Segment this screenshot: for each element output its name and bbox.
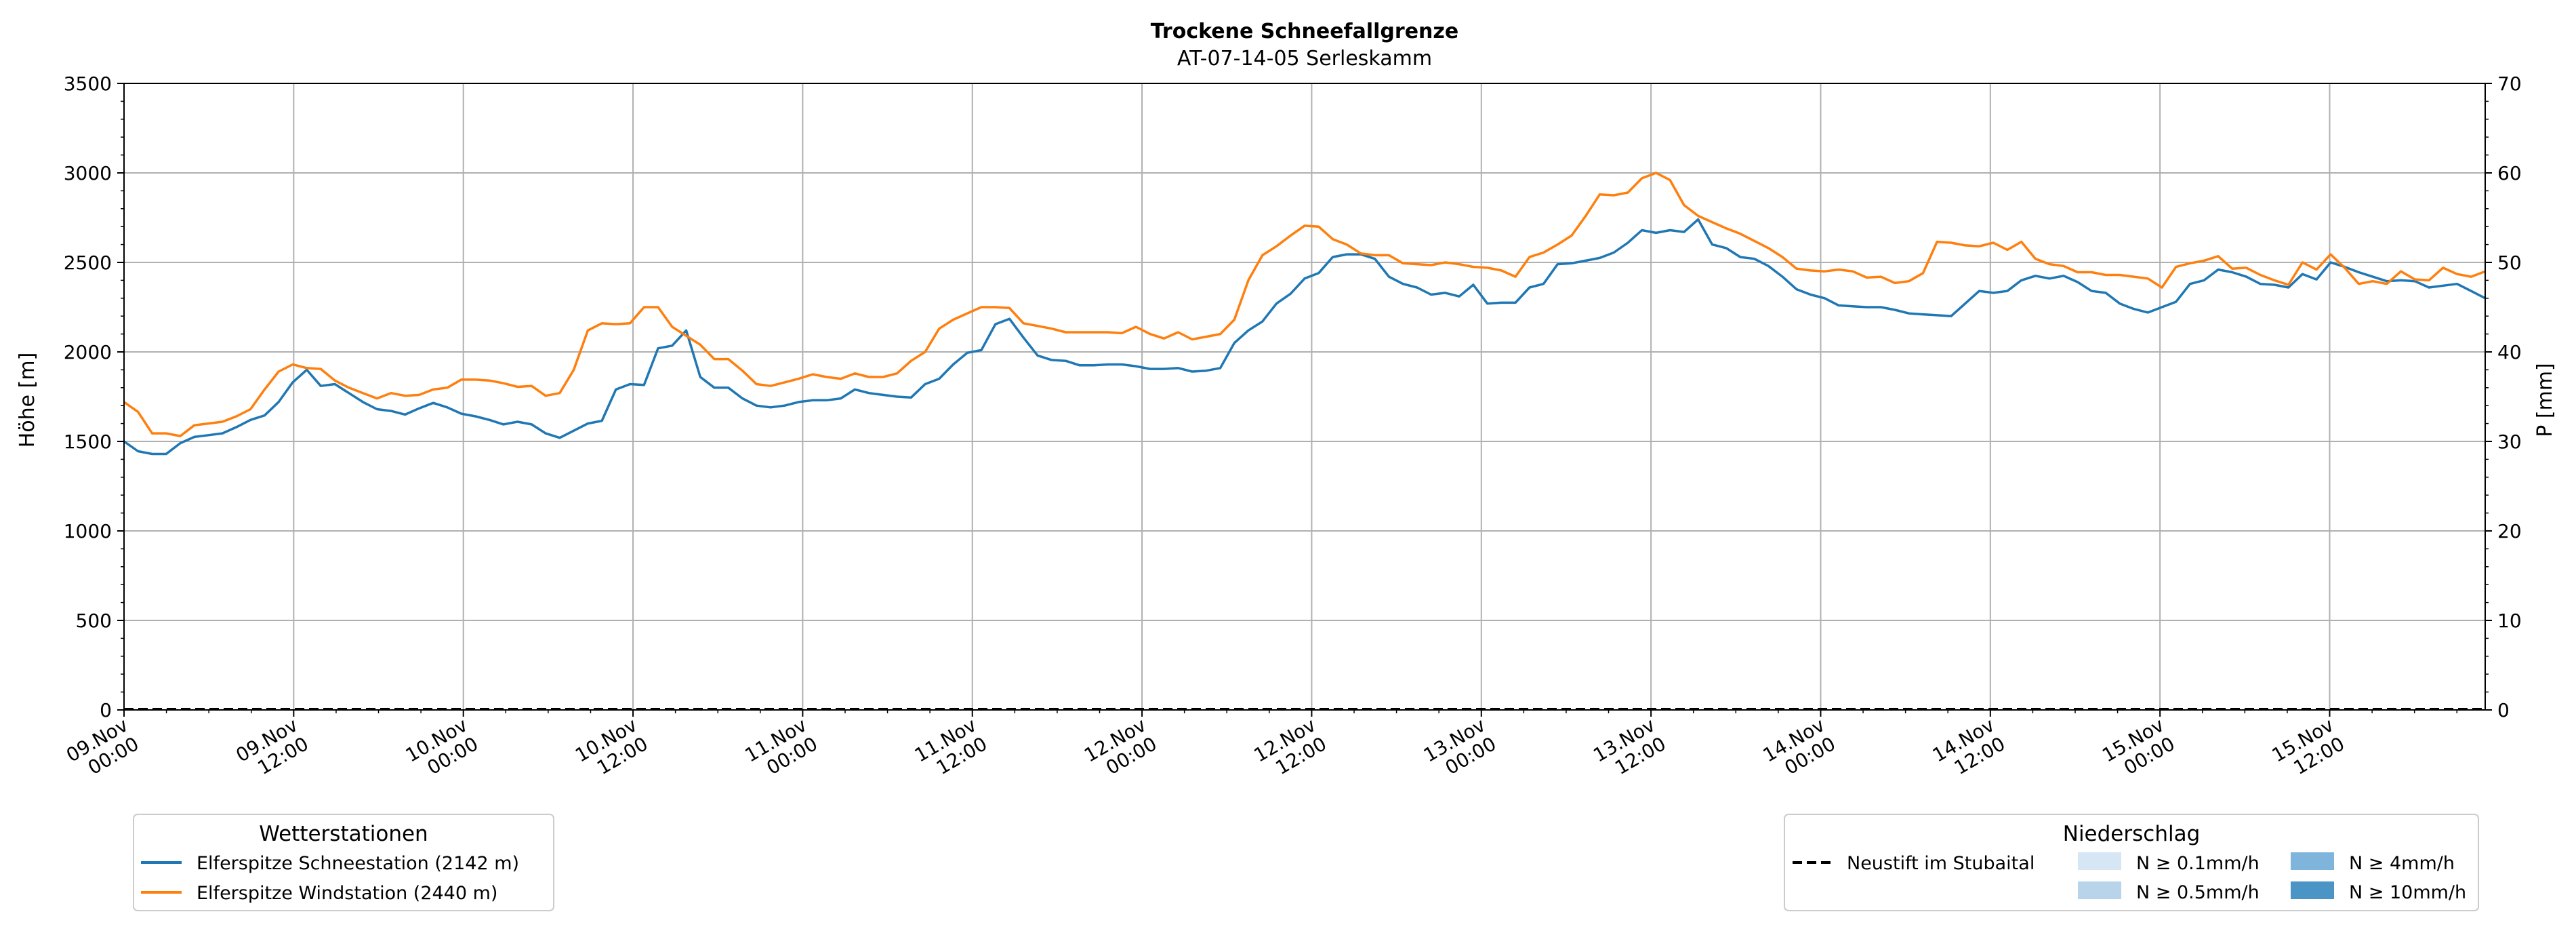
grid-layer <box>123 83 2485 711</box>
y-axis-label: Höhe [m] <box>16 353 39 448</box>
chart-title: Trockene Schneefallgrenze <box>1151 20 1458 43</box>
legend-level-1-swatch <box>2078 881 2121 899</box>
y2-axis-label: P [mm] <box>2533 363 2557 437</box>
y2-tick-label: 50 <box>2497 252 2522 274</box>
legend-level-0-label: N ≥ 0.1mm/h <box>2136 853 2260 874</box>
y-tick-label: 1000 <box>64 520 112 542</box>
y2-tick-label: 20 <box>2497 520 2522 542</box>
y-tick-label: 0 <box>100 699 112 721</box>
legend-precip-line-label: Neustift im Stubaital <box>1847 853 2035 874</box>
legend-level-1-label: N ≥ 0.5mm/h <box>2136 882 2260 903</box>
legend-stations-title: Wetterstationen <box>259 822 428 846</box>
legend-series1-label: Elferspitze Schneestation (2142 m) <box>197 853 519 874</box>
y2-tick-label: 60 <box>2497 162 2522 184</box>
tick-layer: 0 500 1000 1500 2000 2500 3000 3500 0 10 20 30 40 50 6… <box>62 73 2522 779</box>
legend-stations: Wetterstationen Elferspitze Schneestatio… <box>133 814 554 911</box>
y-tick-label: 3000 <box>64 162 112 184</box>
series-line-1 <box>123 218 2486 456</box>
y-tick-label: 500 <box>76 610 112 632</box>
legend-level-2-label: N ≥ 4mm/h <box>2349 853 2455 874</box>
y-tick-label: 3500 <box>64 73 112 95</box>
y2-tick-label: 0 <box>2497 699 2510 721</box>
y-tick-label: 2500 <box>64 252 112 274</box>
plot-frame <box>123 83 2486 711</box>
legend-level-0-swatch <box>2078 852 2121 870</box>
legend-level-3-label: N ≥ 10mm/h <box>2349 882 2466 903</box>
legend-stations-frame <box>133 814 554 911</box>
y-tick-label: 2000 <box>64 341 112 363</box>
chart-subtitle: AT-07-14-05 Serleskamm <box>1177 47 1432 71</box>
axes-layer <box>123 83 2486 711</box>
legend-level-3-swatch <box>2291 881 2334 899</box>
legend-series2-label: Elferspitze Windstation (2440 m) <box>197 883 497 904</box>
legend-level-2-swatch <box>2291 852 2334 870</box>
y2-tick-label: 40 <box>2497 341 2522 363</box>
y-tick-label: 1500 <box>64 431 112 453</box>
legend-precip: Niederschlag Neustift im Stubaital N ≥ 0… <box>1784 814 2479 911</box>
series-line-2 <box>123 172 2486 437</box>
legend-precip-title: Niederschlag <box>2063 822 2201 846</box>
y2-tick-label: 70 <box>2497 73 2522 95</box>
y2-tick-label: 30 <box>2497 431 2522 453</box>
y2-tick-label: 10 <box>2497 610 2522 632</box>
